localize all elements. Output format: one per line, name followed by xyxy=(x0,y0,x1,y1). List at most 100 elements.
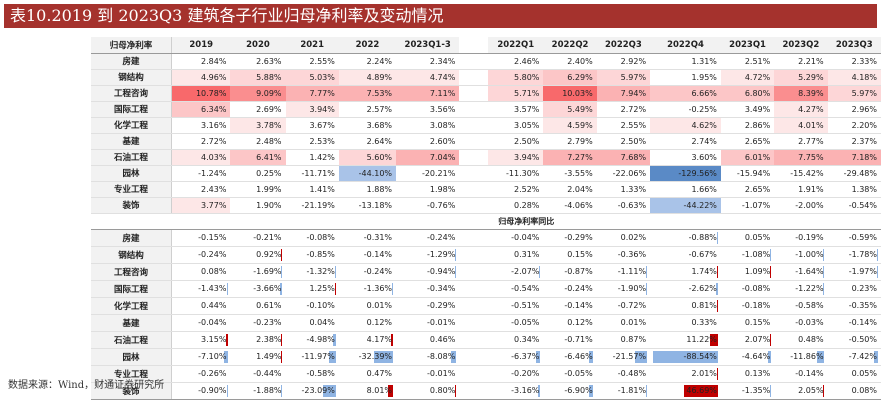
cell-value: 3.15% xyxy=(201,334,227,344)
cell-value: -0.24% xyxy=(198,249,227,259)
table-cell: 1.33% xyxy=(596,181,651,198)
cell-value: -0.31% xyxy=(363,232,393,242)
table-row: 国际工程 -1.43% -3.66% 1.25% -1.36% -0.34% -0.54% -… xyxy=(91,280,881,298)
row-label: 基建 xyxy=(91,133,172,150)
table-cell: 7.53% xyxy=(338,85,397,102)
cell-value: -0.03% xyxy=(795,317,824,327)
cell-value: 0.12% xyxy=(366,317,393,327)
cell-value: -0.24% xyxy=(363,266,393,276)
header-label: 归母净利率 xyxy=(91,37,172,54)
table-cell: -0.87% xyxy=(543,263,597,281)
table-cell: -1.22% xyxy=(774,280,828,298)
table-cell: -0.29% xyxy=(543,229,597,247)
cell-value: 0.34% xyxy=(513,334,540,344)
table-cell: 3.60% xyxy=(650,149,721,166)
row-label: 园林 xyxy=(91,165,172,182)
table-cell: 10.78% xyxy=(171,85,231,102)
table-cell: 3.67% xyxy=(285,117,339,134)
cell-value: -6.46% xyxy=(564,351,593,361)
table-cell: -21.57% xyxy=(596,348,651,366)
column-gap xyxy=(459,101,489,118)
negative-data-bar xyxy=(451,350,457,363)
table-cell: 0.34% xyxy=(488,331,544,349)
cell-value: -23.09% xyxy=(301,385,335,395)
header-row: 归母净利率 2019 2020 2021 2022 2023Q1-3 2022Q1 2022Q… xyxy=(91,37,881,54)
cell-value: -0.51% xyxy=(511,300,540,310)
column-gap xyxy=(459,365,489,383)
cell-value: 0.15% xyxy=(744,317,771,327)
table-cell: 7.04% xyxy=(396,149,460,166)
cell-value: -1.78% xyxy=(848,249,877,259)
cell-value: -0.44% xyxy=(253,368,282,378)
table-cell: -0.31% xyxy=(338,229,397,247)
table-cell: -3.16% xyxy=(488,382,544,400)
negative-data-bar xyxy=(455,265,457,278)
cell-value: -1.11% xyxy=(617,266,647,276)
table-cell: 2.53% xyxy=(285,133,339,150)
table-cell: -0.14% xyxy=(338,246,397,264)
cell-value: -0.10% xyxy=(306,300,335,310)
table-cell: 7.77% xyxy=(285,85,339,102)
positive-data-bar xyxy=(717,367,719,380)
table-cell: 3.78% xyxy=(230,117,286,134)
table-cell: 0.80% xyxy=(396,382,460,400)
cell-value: 2.07% xyxy=(744,334,771,344)
negative-data-bar xyxy=(873,350,878,363)
row-label: 化学工程 xyxy=(91,117,172,134)
cell-value: -0.58% xyxy=(306,368,335,378)
cell-value: -0.24% xyxy=(427,232,456,242)
table-cell: 0.04% xyxy=(285,314,339,332)
cell-value: -0.19% xyxy=(795,232,824,242)
table-cell: -0.63% xyxy=(596,197,651,214)
cell-value: 1.09% xyxy=(744,266,771,276)
cell-value: -0.26% xyxy=(198,368,227,378)
cell-value: 0.08% xyxy=(201,266,227,276)
table-cell: -1.36% xyxy=(338,280,397,298)
table-cell: -0.50% xyxy=(827,331,881,349)
cell-value: -88.54% xyxy=(683,351,717,361)
cell-value: -6.37% xyxy=(511,351,540,361)
cell-value: -0.87% xyxy=(564,266,593,276)
cell-value: 0.02% xyxy=(620,232,647,242)
column-header: 2023Q2 xyxy=(774,37,828,54)
cell-value: -0.01% xyxy=(427,317,456,327)
table-cell: -23.09% xyxy=(285,382,339,400)
table-cell: 4.18% xyxy=(827,69,881,86)
table-cell: -0.29% xyxy=(396,297,460,315)
cell-value: -0.20% xyxy=(511,368,540,378)
table-cell: 9.09% xyxy=(230,85,286,102)
table-cell: -1.35% xyxy=(720,382,775,400)
row-label: 专业工程 xyxy=(91,365,172,383)
cell-value: -1.69% xyxy=(253,266,282,276)
cell-value: -0.36% xyxy=(617,249,647,259)
table-cell: 7.18% xyxy=(827,149,881,166)
table-cell: 2.21% xyxy=(774,53,828,70)
row-label: 房建 xyxy=(91,53,172,70)
table-cell: -0.59% xyxy=(827,229,881,247)
cell-value: 2.38% xyxy=(256,334,282,344)
table-cell: 5.80% xyxy=(488,69,544,86)
table-cell: 1.25% xyxy=(285,280,339,298)
column-header: 2021 xyxy=(285,37,339,54)
table-cell: -7.42% xyxy=(827,348,881,366)
negative-data-bar xyxy=(645,384,647,397)
table-cell: 4.96% xyxy=(171,69,231,86)
table-cell: 5.71% xyxy=(488,85,544,102)
table-cell: 1.49% xyxy=(230,348,286,366)
section-spacer xyxy=(91,212,172,230)
table-cell: 2.96% xyxy=(827,101,881,118)
cell-value: -0.24% xyxy=(564,283,593,293)
negative-data-bar xyxy=(716,282,719,295)
table-cell: -88.54% xyxy=(650,348,721,366)
table-cell: -0.58% xyxy=(285,365,339,383)
table-cell: 2.69% xyxy=(230,101,286,118)
cell-value: -1.00% xyxy=(795,249,824,259)
column-gap xyxy=(459,297,489,315)
table-row: 钢结构 4.96% 5.88% 5.03% 4.89% 4.74% 5.80% 6.29% 5.… xyxy=(91,69,881,86)
table-cell: -0.26% xyxy=(171,365,231,383)
cell-value: 0.33% xyxy=(691,317,717,327)
table-cell: 2.52% xyxy=(488,181,544,198)
table-cell: 2.77% xyxy=(774,133,828,150)
table-cell: 3.94% xyxy=(285,101,339,118)
table-cell: 0.15% xyxy=(543,246,597,264)
